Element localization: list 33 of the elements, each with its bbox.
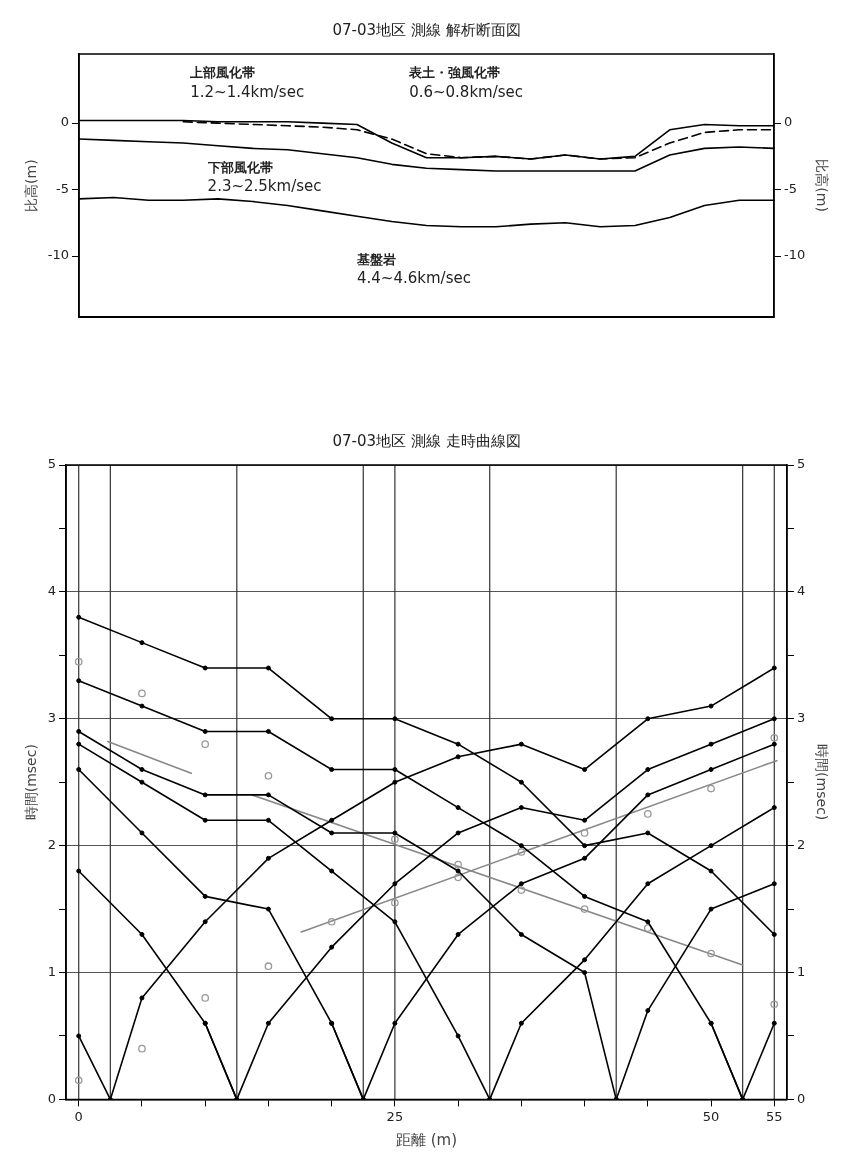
y-tick-label: 5: [47, 456, 57, 472]
chart-title: 07-03地区 測線 解析断面図: [332, 20, 521, 39]
y-axis-title: 比高(m): [23, 159, 40, 212]
y-tick-label: -5: [56, 180, 70, 196]
y2-tick-label: 5: [796, 456, 806, 472]
y-tick-label: 0: [60, 114, 70, 130]
y2-tick-label: -10: [783, 247, 806, 263]
y-tick-label: -10: [47, 247, 70, 263]
y2-tick-label: 2: [796, 837, 806, 853]
annotation: 上部風化帯 1.2~1.4km/sec: [189, 65, 305, 101]
x-axis-title: 距離 (m): [395, 1130, 458, 1149]
annotation: 基盤岩 4.4~4.6km/sec: [356, 251, 471, 288]
y2-tick-label: 0: [796, 1090, 806, 1106]
chart-title: 07-03地区 測線 走時曲線図: [332, 431, 521, 450]
y2-tick-label: 4: [796, 583, 806, 599]
y-tick-label: 2: [47, 837, 57, 853]
y2-tick-label: 3: [796, 710, 806, 726]
x-tick-label: 50: [702, 1108, 720, 1124]
x-tick-label: 25: [386, 1108, 404, 1124]
x-tick-label: 55: [766, 1108, 783, 1124]
y-tick-label: 0: [47, 1090, 57, 1106]
y-tick-label: 3: [47, 710, 57, 726]
y-tick-label: 1: [47, 963, 57, 979]
y2-tick-label: 0: [783, 114, 793, 130]
y2-tick-label: -5: [783, 180, 797, 196]
y-axis-title: 時間(msec): [23, 744, 40, 821]
annotation: 下部風化帯 2.3~2.5km/sec: [206, 159, 322, 196]
annotation: 表土・強風化帯 0.6~0.8km/sec: [408, 65, 524, 101]
y2-axis-title: 比高(m): [813, 159, 830, 212]
y2-tick-label: 1: [796, 963, 806, 979]
x-tick-label: 0: [74, 1108, 83, 1124]
y-tick-label: 4: [47, 583, 57, 599]
y2-axis-title: 時間(msec): [813, 744, 830, 821]
